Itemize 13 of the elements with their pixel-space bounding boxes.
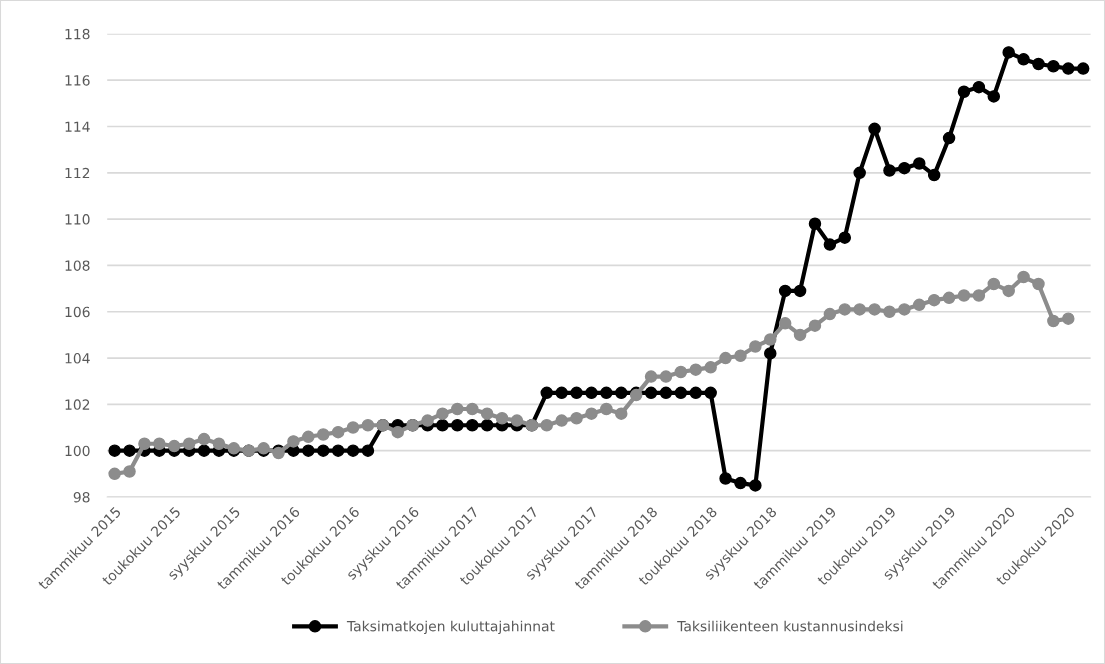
y-tick-label: 110 xyxy=(65,214,90,225)
legend-label: Taksiliikenteen kustannusindeksi xyxy=(677,620,903,632)
y-tick-label: 112 xyxy=(65,167,90,179)
y-tick-label: 108 xyxy=(65,260,90,271)
y-tick-label: 104 xyxy=(65,353,90,364)
legend-label: Taksimatkojen kuluttajahinnat xyxy=(346,620,555,635)
y-tick-label: 114 xyxy=(65,121,90,132)
y-tick-label: 98 xyxy=(73,491,90,503)
y-tick-label: 118 xyxy=(65,28,90,40)
y-tick-label: 116 xyxy=(65,75,90,86)
y-tick-label: 102 xyxy=(65,399,90,410)
y-tick-label: 106 xyxy=(65,306,90,318)
y-tick-label: 100 xyxy=(65,445,90,457)
